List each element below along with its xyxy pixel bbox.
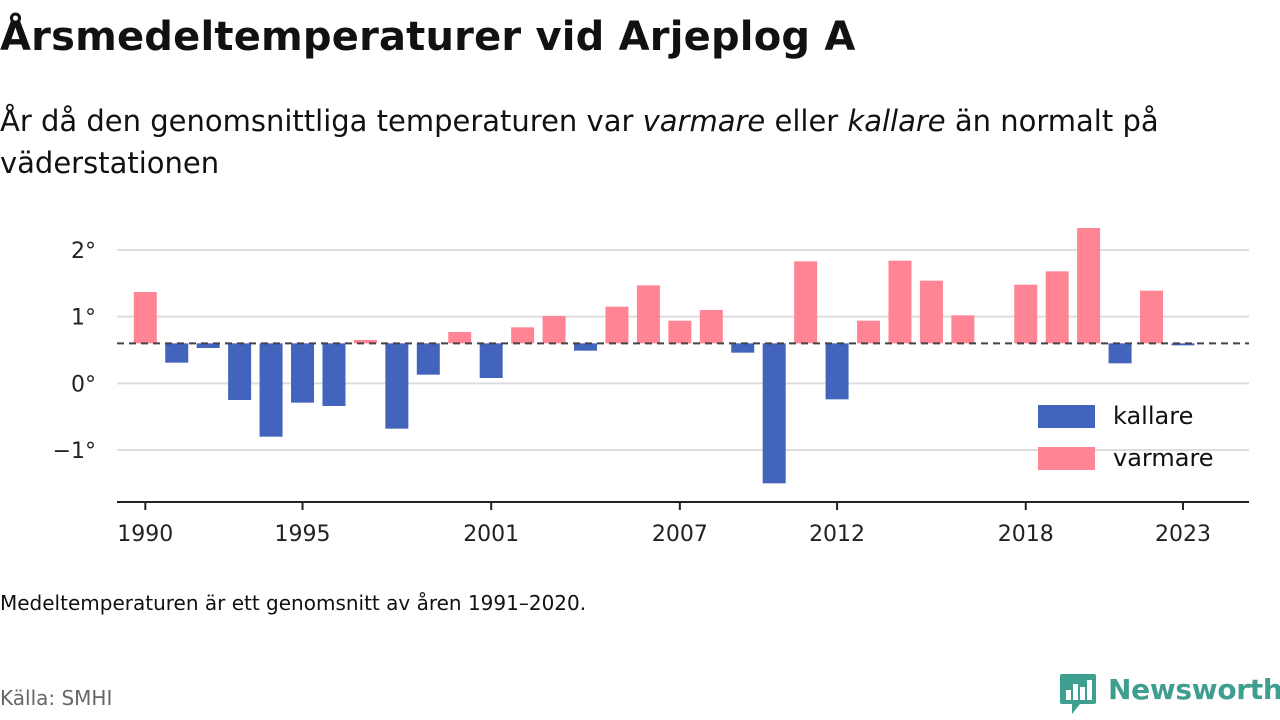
x-tick-label: 1995 xyxy=(275,522,331,547)
bar-chart-speech-bubble-icon xyxy=(1060,674,1096,714)
bar-2015 xyxy=(919,280,943,344)
subtitle-part-3: än normalt på väderstationen xyxy=(0,104,1159,180)
bar-2016 xyxy=(951,315,975,344)
bar-2005 xyxy=(605,306,629,344)
bar-2021 xyxy=(1108,343,1132,364)
bar-1994 xyxy=(259,343,283,437)
subtitle-part-1: År då den genomsnittliga temperaturen va… xyxy=(0,104,643,138)
x-tick-label: 2007 xyxy=(652,522,708,547)
page-title: Årsmedeltemperaturer vid Arjeplog A xyxy=(0,14,856,60)
subtitle: År då den genomsnittliga temperaturen va… xyxy=(0,100,1270,184)
legend-label-varmare: varmare xyxy=(1113,444,1214,472)
legend: kallare varmare xyxy=(1038,402,1214,472)
bar-2007 xyxy=(668,320,692,344)
bar-2019 xyxy=(1045,271,1069,344)
bar-2006 xyxy=(636,285,660,344)
x-tick-label: 2023 xyxy=(1155,522,1211,547)
y-tick-label: 1° xyxy=(71,306,96,331)
bar-2009 xyxy=(731,343,755,353)
bar-2012 xyxy=(825,343,849,400)
bar-1990 xyxy=(133,292,157,344)
y-tick-label: 2° xyxy=(71,239,96,264)
footnote: Medeltemperaturen är ett genomsnitt av å… xyxy=(0,591,587,615)
legend-swatch-varmare xyxy=(1038,447,1095,470)
bar-2011 xyxy=(794,261,818,344)
y-tick-label: 0° xyxy=(71,372,96,397)
subtitle-part-2: eller xyxy=(765,104,848,138)
axes: 2° 1° 0° −1° 1990 1995 2001 2007 2012 2018 2023 xyxy=(53,239,1249,547)
x-tick-label: 2018 xyxy=(998,522,1054,547)
bar-1999 xyxy=(416,343,440,375)
bar-2022 xyxy=(1140,290,1164,344)
source-label: Källa: SMHI xyxy=(0,686,113,710)
temperature-bar-chart: 2° 1° 0° −1° 1990 1995 2001 2007 2012 2018 2023 ka… xyxy=(53,228,1249,547)
bar-2013 xyxy=(857,320,881,344)
bar-1995 xyxy=(291,343,315,403)
bar-2008 xyxy=(699,310,723,344)
subtitle-emphasis-colder: kallare xyxy=(847,104,946,138)
bar-2003 xyxy=(542,316,566,344)
bar-2001 xyxy=(479,343,503,378)
bar-2020 xyxy=(1077,228,1101,344)
subtitle-emphasis-warmer: varmare xyxy=(642,104,766,138)
legend-swatch-kallare xyxy=(1038,405,1095,428)
bar-2002 xyxy=(511,327,535,344)
legend-label-kallare: kallare xyxy=(1113,402,1193,430)
bar-2000 xyxy=(448,332,472,344)
bar-2023 xyxy=(1171,343,1195,346)
x-tick-label: 1990 xyxy=(117,522,173,547)
bar-1998 xyxy=(385,343,409,429)
bar-1996 xyxy=(322,343,346,406)
bar-2004 xyxy=(574,343,598,351)
bar-2010 xyxy=(762,343,786,484)
y-tick-label: −1° xyxy=(53,439,96,464)
bar-1991 xyxy=(165,343,189,363)
bar-2014 xyxy=(888,260,912,344)
bar-2018 xyxy=(1014,284,1038,344)
x-tick-label: 2012 xyxy=(809,522,865,547)
bars xyxy=(133,228,1195,484)
bar-1992 xyxy=(196,343,220,348)
bar-1997 xyxy=(353,340,377,344)
brand-name: Newsworthy xyxy=(1108,673,1280,706)
x-tick-label: 2001 xyxy=(463,522,519,547)
bar-1993 xyxy=(228,343,252,400)
